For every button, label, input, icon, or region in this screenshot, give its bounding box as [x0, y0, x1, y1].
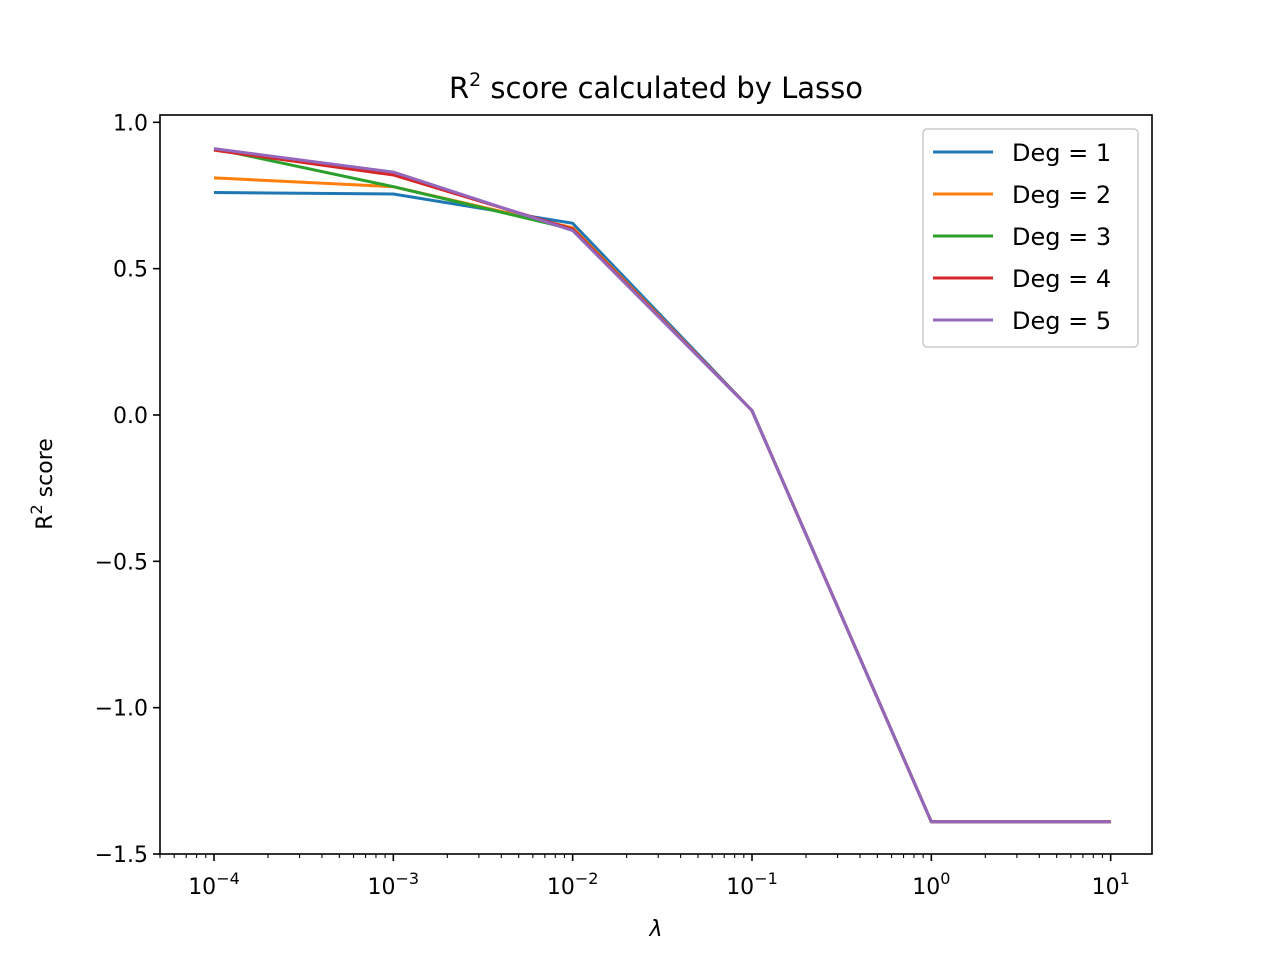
y-axis-title-superscript: 2 — [27, 504, 46, 514]
x-tick-label-5: 101 — [1092, 869, 1130, 900]
legend: Deg = 1 Deg = 2 Deg = 3 Deg = 4 Deg = 5 — [922, 128, 1139, 348]
x-tick-label-3: 10−1 — [726, 869, 778, 900]
chart-title-suffix: score calculated by Lasso — [481, 71, 863, 105]
series-lines — [213, 147, 1111, 824]
x-tick-label-2: 10−2 — [547, 869, 599, 900]
legend-label-deg-1: Deg = 1 — [1012, 139, 1111, 167]
chart-title: R2 score calculated by Lasso — [449, 69, 863, 105]
y-axis-title: R2 score — [27, 438, 58, 530]
legend-items: Deg = 1 Deg = 2 Deg = 3 Deg = 4 Deg = 5 — [933, 139, 1111, 335]
legend-label-deg-3: Deg = 3 — [1012, 223, 1111, 251]
x-tick-label-4: 100 — [912, 869, 950, 900]
chart-title-main: R — [449, 71, 469, 105]
y-axis-title-suffix: score — [33, 438, 58, 504]
y-axis-title-main: R — [33, 515, 58, 530]
y-tick-label-3: −0.5 — [95, 550, 148, 575]
plot-frame — [159, 114, 1153, 855]
plot-area — [159, 114, 1153, 855]
x-tick-label-0: 10−4 — [188, 869, 240, 900]
x-axis: 10−4 10−3 10−2 10−1 100 101 — [159, 854, 1130, 900]
legend-label-deg-2: Deg = 2 — [1012, 181, 1111, 209]
y-tick-label-1: 0.5 — [113, 258, 148, 283]
y-tick-label-0: 1.0 — [113, 111, 148, 136]
legend-label-deg-5: Deg = 5 — [1012, 307, 1111, 335]
legend-label-deg-4: Deg = 4 — [1012, 265, 1111, 293]
series-line-deg-5 — [213, 147, 1111, 824]
y-tick-label-5: −1.5 — [95, 843, 148, 868]
x-axis-title: λ — [648, 917, 662, 942]
y-axis: 1.0 0.5 0.0 −0.5 −1.0 −1.5 — [95, 111, 160, 868]
chart-title-superscript: 2 — [469, 69, 481, 91]
y-tick-label-2: 0.0 — [113, 404, 148, 429]
y-tick-label-4: −1.0 — [95, 697, 148, 722]
legend-box — [922, 128, 1139, 348]
x-tick-label-1: 10−3 — [368, 869, 420, 900]
